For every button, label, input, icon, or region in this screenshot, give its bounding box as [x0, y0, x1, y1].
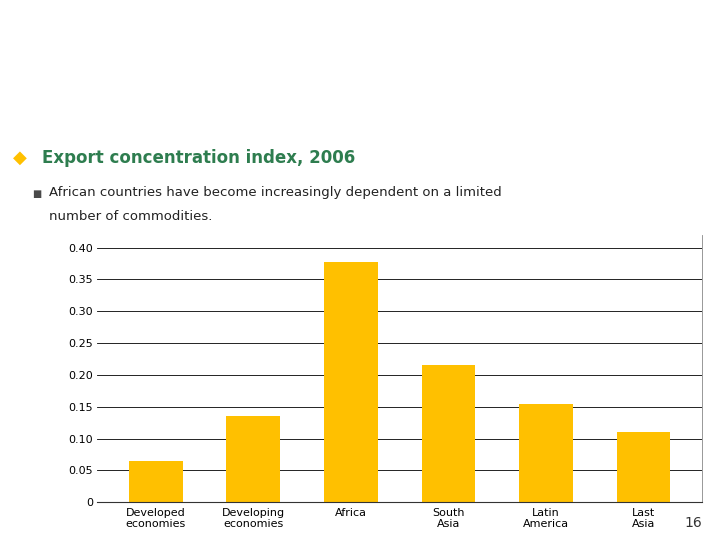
Text: ■: ■: [32, 188, 42, 199]
Bar: [519, 403, 572, 502]
Text: African countries have become increasingly dependent on a limited: African countries have become increasing…: [49, 186, 502, 199]
Bar: [616, 432, 670, 502]
Text: 16: 16: [684, 516, 702, 530]
Bar: [324, 261, 378, 502]
Bar: [129, 461, 183, 502]
Text: After Trade Liberalization:: After Trade Liberalization:: [18, 32, 367, 57]
Text: Export concentration index, 2006: Export concentration index, 2006: [42, 148, 355, 166]
Text: ◆: ◆: [13, 148, 27, 166]
Bar: [227, 416, 280, 502]
Text: number of commodities.: number of commodities.: [49, 210, 212, 223]
Bar: [421, 366, 475, 502]
Text: Export Structure: Export Structure: [18, 76, 240, 99]
